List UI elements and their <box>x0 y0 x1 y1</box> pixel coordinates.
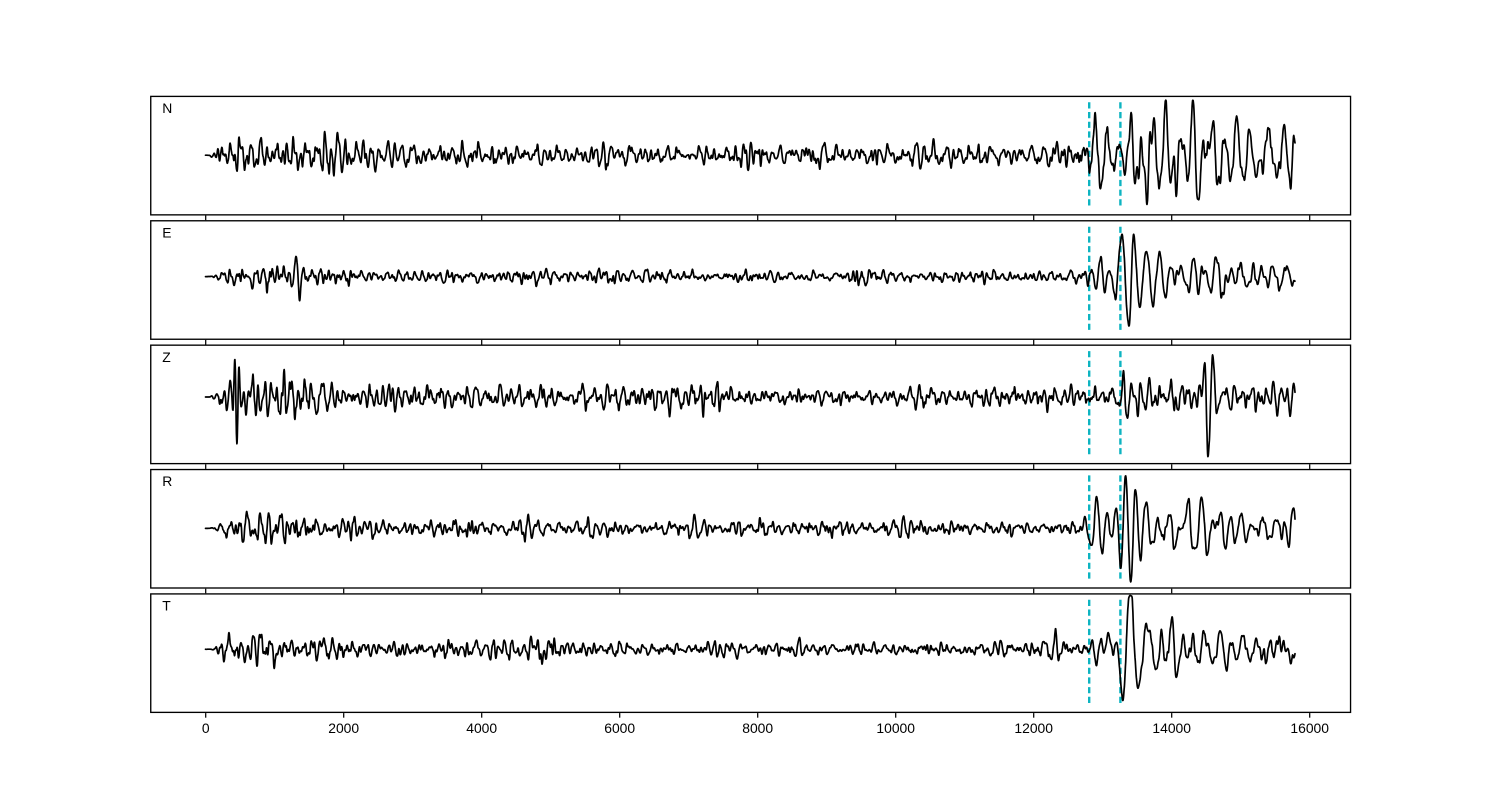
svg-text:10000: 10000 <box>876 720 915 736</box>
svg-text:2000: 2000 <box>328 720 359 736</box>
svg-text:0: 0 <box>202 720 210 736</box>
svg-text:14000: 14000 <box>1152 720 1191 736</box>
svg-text:6000: 6000 <box>604 720 635 736</box>
svg-text:R: R <box>162 473 172 489</box>
svg-text:T: T <box>162 598 171 614</box>
svg-text:N: N <box>162 100 172 116</box>
svg-text:4000: 4000 <box>466 720 497 736</box>
svg-text:Z: Z <box>162 349 171 365</box>
svg-text:16000: 16000 <box>1290 720 1329 736</box>
svg-text:E: E <box>162 224 171 240</box>
svg-text:8000: 8000 <box>742 720 773 736</box>
svg-text:12000: 12000 <box>1014 720 1053 736</box>
